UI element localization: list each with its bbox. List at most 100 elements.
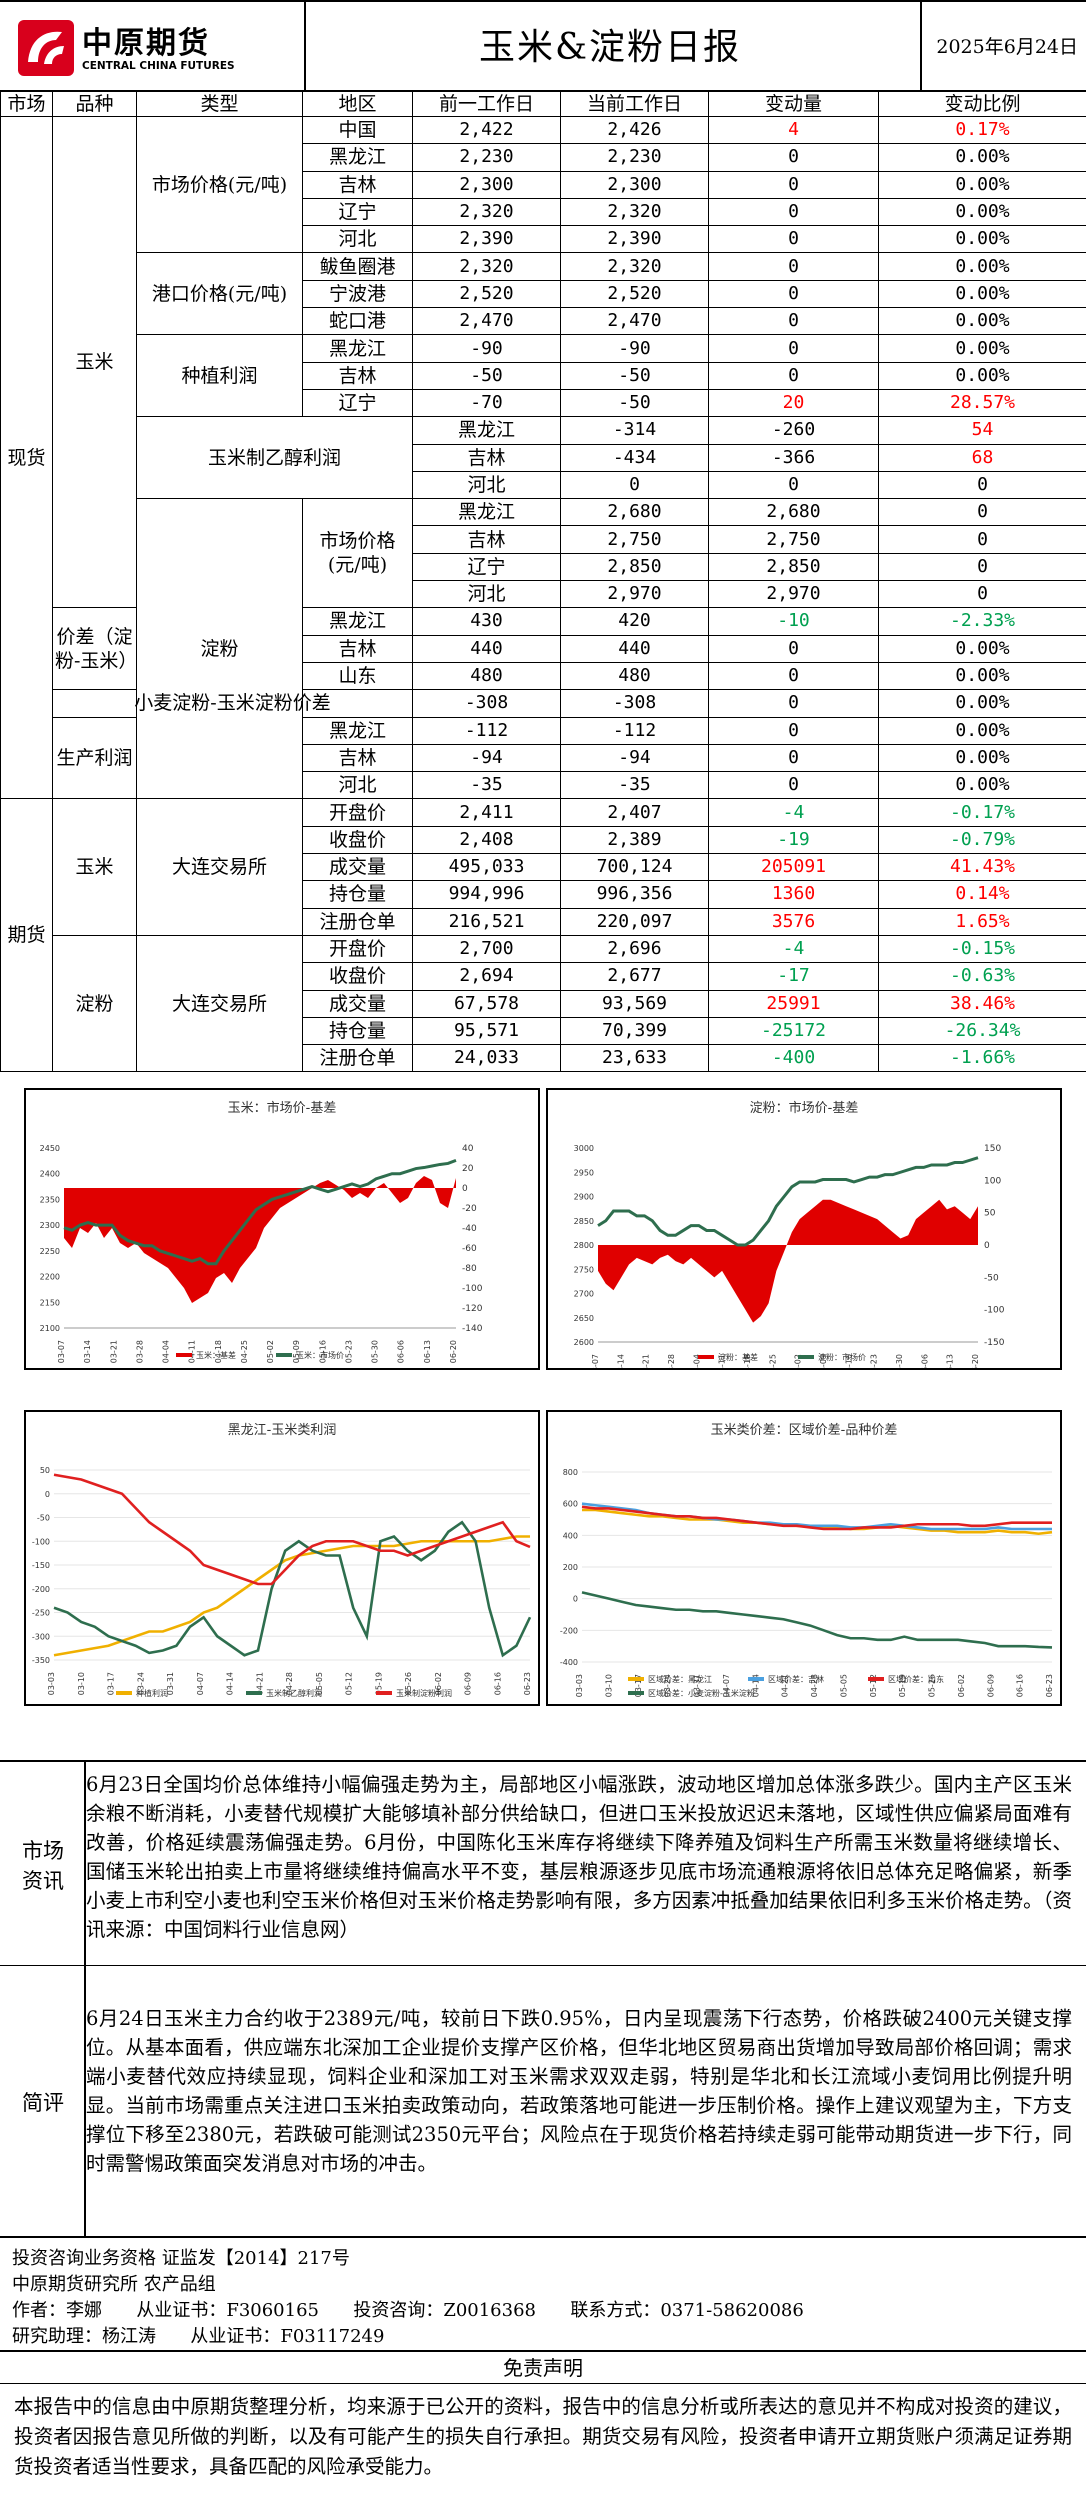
x-tick-label: 03-31 — [166, 1672, 175, 1695]
region-cell: 吉林 — [302, 634, 413, 663]
group-cell-spot: 现货 — [0, 115, 53, 800]
change-cell: 0 — [708, 743, 879, 773]
column-header: 当前工作日 — [560, 90, 709, 117]
change-cell: 0 — [708, 143, 879, 172]
legend-label: 区域价差：山东 — [888, 1674, 944, 1684]
change-cell: 0 — [708, 689, 879, 718]
region-cell: 河北 — [412, 580, 561, 609]
current-value-cell: 2,696 — [560, 934, 709, 964]
change-cell: 0 — [708, 307, 879, 336]
x-tick-label: 03-10 — [77, 1672, 86, 1695]
group-cell-planting-profit: 种植利润 — [136, 334, 303, 418]
legend-label: 玉米制乙醇利润 — [266, 1688, 322, 1698]
table-row: 注册仓单 24,033 23,633 -400 -1.66% — [1, 1044, 1086, 1073]
group-cell-market-price: 市场价格(元/吨) — [302, 498, 413, 609]
change-pct-cell: 0.00% — [878, 661, 1086, 691]
x-tick-label: 06-09 — [464, 1672, 473, 1695]
market-info-label: 市场资讯 — [22, 1839, 64, 1893]
prev-value-cell: -90 — [412, 334, 561, 363]
prev-value-cell: 2,750 — [560, 525, 709, 554]
change-pct-cell: 1.65% — [878, 907, 1086, 936]
table-row: 持仓量 95,571 70,399 -25172 -26.34% — [1, 1016, 1086, 1046]
x-tick-label: 06-09 — [986, 1674, 995, 1697]
current-value-cell: 70,399 — [560, 1016, 709, 1046]
report-header: 中原期货 CENTRAL CHINA FUTURES 玉米&淀粉日报 2025年… — [0, 0, 1086, 92]
table-row: 价差（淀粉-玉米） 黑龙江 430 420 -10 -2.33% — [1, 607, 1086, 691]
table-row: 山东 480 480 0 0.00% — [1, 661, 1086, 691]
change-pct-cell: -0.17% — [878, 798, 1086, 827]
change-pct-cell: 0.00% — [878, 334, 1086, 363]
group-cell-market-price: 市场价格(元/吨) — [136, 115, 303, 254]
x-tick-label: 05-02 — [794, 1354, 803, 1368]
change-pct-cell: 0.00% — [878, 279, 1086, 309]
change-cell: 25991 — [708, 989, 879, 1018]
region-cell: 吉林 — [412, 443, 561, 472]
change-pct-cell: 0.00% — [878, 197, 1086, 227]
y-tick-label: -200 — [32, 1585, 50, 1594]
y-tick-label: 2850 — [574, 1217, 594, 1226]
region-cell: 黑龙江 — [302, 716, 413, 745]
x-tick-label: 04-25 — [240, 1340, 249, 1363]
y-right-tick-label: -100 — [984, 1306, 1005, 1316]
disclaimer-title: 免责声明 — [0, 2350, 1086, 2384]
x-tick-label: 06-20 — [971, 1354, 980, 1368]
y-right-tick-label: -60 — [462, 1244, 477, 1254]
change-pct-cell: -0.63% — [878, 962, 1086, 991]
legend-label: 区域价差：小麦淀粉-玉米淀粉 — [648, 1688, 755, 1698]
current-value-cell: 996,356 — [560, 880, 709, 909]
company-logo: 中原期货 CENTRAL CHINA FUTURES — [16, 16, 286, 82]
x-tick-label: 03-07 — [57, 1340, 66, 1363]
change-cell: -4 — [708, 934, 879, 964]
legend-label: 种植利润 — [136, 1688, 168, 1698]
region-cell: 成交量 — [302, 989, 413, 1018]
change-pct-cell: 0.00% — [878, 143, 1086, 172]
heilongjiang-profit-chart: 黑龙江-玉米类利润 50 0 -50 -100 -150 -200 -250 -300 -350 0… — [24, 1410, 540, 1706]
x-tick-label: 04-28 — [810, 1674, 819, 1697]
prev-value-cell: 95,571 — [412, 1016, 561, 1046]
table-row: 吉林-434-3666815.67% — [1, 443, 1086, 472]
series-line — [53, 1520, 532, 1658]
y-tick-label: -350 — [32, 1656, 50, 1665]
region-cell: 注册仓单 — [302, 1044, 413, 1073]
chart-title: 淀粉：市场价-基差 — [750, 1100, 859, 1116]
x-tick-label: 03-24 — [663, 1674, 672, 1697]
region-cell: 收盘价 — [302, 962, 413, 991]
current-value-cell: -90 — [560, 334, 709, 363]
x-tick-label: 04-25 — [768, 1354, 777, 1368]
change-pct-cell: 0.00% — [878, 252, 1086, 281]
y-right-tick-label: 150 — [984, 1144, 1001, 1154]
group-cell-futures: 期货 — [0, 798, 53, 1073]
y-right-tick-label: -120 — [462, 1304, 483, 1314]
x-tick-label: 03-28 — [667, 1354, 676, 1368]
y-right-tick-label: -100 — [462, 1284, 483, 1294]
y-tick-label: 2350 — [40, 1195, 60, 1204]
series-line — [581, 1591, 1053, 1649]
y-tick-label: 600 — [563, 1500, 578, 1509]
change-cell: 0 — [878, 470, 1086, 500]
change-pct-cell: 0.00% — [878, 170, 1086, 199]
prev-value-cell: 2,470 — [412, 307, 561, 336]
current-value-cell: 440 — [560, 634, 709, 663]
report-date: 2025年6月24日 — [936, 36, 1078, 58]
prev-value-cell: 2,300 — [412, 170, 561, 199]
current-value-cell: -308 — [560, 689, 709, 718]
current-value-cell: 2,677 — [560, 962, 709, 991]
region-cell: 河北 — [302, 225, 413, 254]
current-value-cell: -35 — [560, 771, 709, 800]
column-header: 地区 — [302, 90, 413, 117]
x-tick-label: 06-16 — [493, 1672, 502, 1695]
x-tick-label: 05-16 — [844, 1354, 853, 1368]
region-cell: 吉林 — [412, 525, 561, 554]
prev-value-cell: 2,520 — [412, 279, 561, 309]
change-cell: 0 — [708, 334, 879, 363]
table-row: 注册仓单 216,521 220,097 3576 1.65% — [1, 907, 1086, 936]
basis-area-series — [64, 1176, 456, 1303]
y-right-tick-label: -140 — [462, 1324, 483, 1334]
change-cell: -17 — [708, 962, 879, 991]
prev-value-cell: -50 — [412, 361, 561, 390]
legend-label: 玉米：市场价 — [296, 1350, 344, 1360]
change-cell: -4 — [708, 798, 879, 827]
group-cell-starch: 淀粉 — [136, 498, 303, 800]
table-row: 淀粉 大连交易所 开盘价 2,700 2,696 -4 -0.15% — [1, 934, 1086, 1073]
